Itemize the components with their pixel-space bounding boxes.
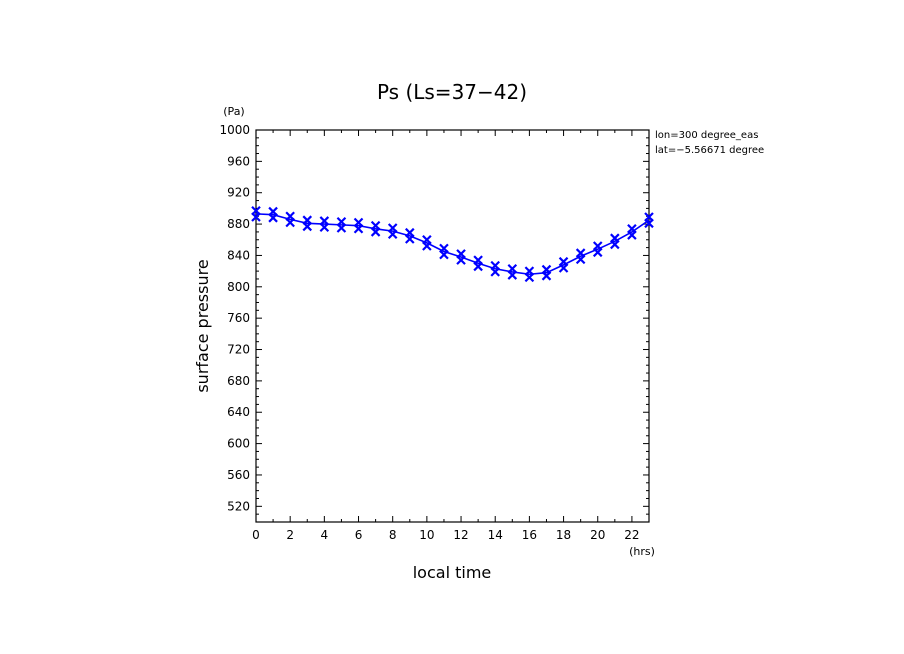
x-tick-label: 12 xyxy=(453,528,468,542)
x-tick-label: 6 xyxy=(355,528,363,542)
data-point-marker xyxy=(251,212,261,222)
data-point-marker xyxy=(507,270,518,280)
data-point-marker xyxy=(422,241,432,251)
x-axis-label: local time xyxy=(413,563,492,582)
x-tick-label: 14 xyxy=(488,528,503,542)
data-point-marker xyxy=(541,271,552,281)
x-tick-label: 0 xyxy=(252,528,260,542)
plot-frame xyxy=(255,129,650,523)
y-tick-label: 800 xyxy=(227,280,250,294)
y-tick-label: 920 xyxy=(227,186,250,200)
data-point-marker xyxy=(490,267,500,277)
data-point-marker xyxy=(370,227,381,237)
y-tick-label: 680 xyxy=(227,374,250,388)
annotation-lat: lat=−5.56671 degree xyxy=(655,145,764,156)
series-line xyxy=(255,213,650,276)
annotation-lon: lon=300 degree_eas xyxy=(655,130,758,141)
data-point-marker xyxy=(405,234,415,244)
y-tick-label: 840 xyxy=(227,248,250,262)
data-point-marker xyxy=(610,239,620,250)
data-point-marker xyxy=(336,223,347,233)
data-point-marker xyxy=(524,272,535,283)
x-tick-label: 18 xyxy=(556,528,571,542)
x-tick-label: 10 xyxy=(419,528,434,542)
data-point-marker xyxy=(285,217,295,228)
data-point-marker xyxy=(319,222,330,232)
data-point-marker xyxy=(268,213,278,223)
data-point-marker xyxy=(558,263,569,273)
y-tick-label: 560 xyxy=(227,468,250,482)
x-tick-label: 22 xyxy=(624,528,639,542)
y-tick-label: 520 xyxy=(227,499,250,513)
data-point-marker xyxy=(473,261,483,272)
data-point-marker xyxy=(575,254,586,265)
x-tick-label: 4 xyxy=(321,528,329,542)
x-tick-label: 2 xyxy=(286,528,294,542)
data-point-marker xyxy=(353,224,364,234)
data-point-marker xyxy=(456,255,466,265)
y-tick-label: 720 xyxy=(227,343,250,357)
series-group xyxy=(251,205,654,283)
y-tick-label: 880 xyxy=(227,217,250,231)
data-point-marker xyxy=(644,218,654,229)
y-tick-label: 600 xyxy=(227,437,250,451)
data-point-marker xyxy=(302,221,313,232)
data-point-marker xyxy=(439,249,449,260)
x-tick-label: 20 xyxy=(590,528,605,542)
y-tick-label: 1000 xyxy=(219,123,250,137)
data-point-marker xyxy=(387,229,398,240)
x-tick-label: 16 xyxy=(522,528,537,542)
data-point-marker xyxy=(592,247,603,258)
x-tick-label: 8 xyxy=(389,528,397,542)
y-unit-label: (Pa) xyxy=(223,105,244,118)
y-tick-label: 760 xyxy=(227,311,250,325)
data-point-marker xyxy=(627,230,637,240)
y-tick-label: 640 xyxy=(227,405,250,419)
axes: 5205606006406807207608008408809209601000… xyxy=(219,123,650,542)
chart-title: Ps (Ls=37−42) xyxy=(377,80,527,104)
y-tick-label: 960 xyxy=(227,154,250,168)
x-unit-label: (hrs) xyxy=(629,545,655,558)
y-axis-label: surface pressure xyxy=(193,259,212,392)
